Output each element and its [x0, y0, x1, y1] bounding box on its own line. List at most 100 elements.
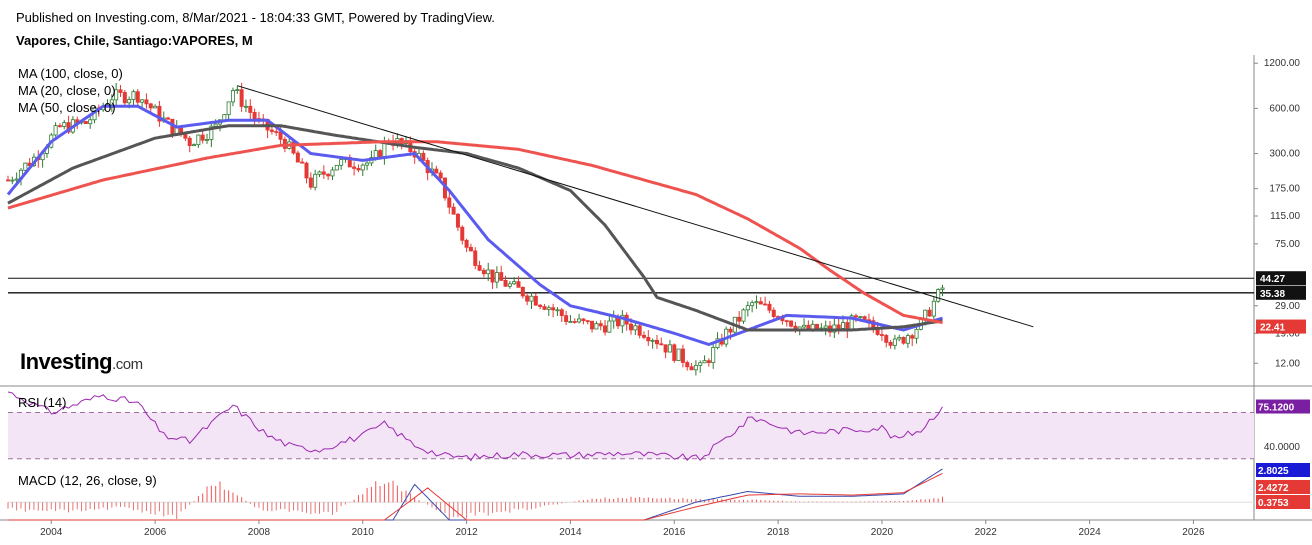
candle-body[interactable] — [464, 239, 469, 248]
candle-body[interactable] — [205, 139, 210, 141]
candle-body[interactable] — [118, 89, 123, 93]
price-pane[interactable] — [6, 82, 1254, 376]
candle-body[interactable] — [295, 152, 300, 163]
candle-body[interactable] — [360, 164, 365, 171]
candle-body[interactable] — [317, 171, 322, 175]
candle-body[interactable] — [663, 344, 668, 353]
candle-body[interactable] — [455, 213, 460, 228]
candle-body[interactable] — [512, 281, 517, 285]
candle-body[interactable] — [373, 150, 378, 158]
candle-body[interactable] — [274, 131, 279, 133]
trend-line[interactable] — [237, 85, 1034, 328]
candle-body[interactable] — [473, 250, 478, 266]
candle-body[interactable] — [654, 339, 659, 345]
candle-body[interactable] — [447, 197, 452, 208]
candle-body[interactable] — [862, 316, 867, 321]
candle-body[interactable] — [516, 281, 521, 288]
candle-body[interactable] — [633, 325, 638, 331]
candle-body[interactable] — [745, 305, 750, 311]
candle-body[interactable] — [927, 309, 932, 317]
candle-body[interactable] — [533, 295, 538, 306]
legend-ma50[interactable]: MA (50, close, 0) — [18, 100, 116, 115]
candle-body[interactable] — [157, 105, 162, 122]
candle-body[interactable] — [209, 125, 214, 140]
candle-body[interactable] — [135, 91, 140, 103]
candle-body[interactable] — [754, 301, 759, 304]
candle-body[interactable] — [196, 134, 201, 146]
candle-body[interactable] — [823, 325, 828, 329]
candle-body[interactable] — [499, 272, 504, 281]
candle-body[interactable] — [763, 303, 768, 306]
candle-body[interactable] — [421, 152, 426, 161]
candle-body[interactable] — [577, 318, 582, 323]
candle-body[interactable] — [771, 309, 776, 317]
candle-body[interactable] — [230, 90, 235, 103]
candle-body[interactable] — [434, 168, 439, 174]
candle-body[interactable] — [910, 335, 915, 339]
candle-body[interactable] — [607, 320, 612, 333]
candle-body[interactable] — [598, 323, 603, 327]
candle-body[interactable] — [892, 338, 897, 346]
ma-line-100[interactable] — [7, 140, 943, 325]
candle-body[interactable] — [689, 366, 694, 371]
candle-body[interactable] — [568, 321, 573, 323]
candle-body[interactable] — [802, 324, 807, 328]
macd-signal-line[interactable] — [8, 472, 943, 521]
candle-body[interactable] — [685, 362, 690, 368]
candle-body[interactable] — [490, 269, 495, 283]
candle-body[interactable] — [507, 283, 512, 287]
candle-body[interactable] — [451, 206, 456, 215]
candle-body[interactable] — [83, 121, 88, 125]
candle-body[interactable] — [750, 302, 755, 307]
candle-body[interactable] — [555, 309, 560, 312]
candle-body[interactable] — [127, 99, 132, 104]
candle-body[interactable] — [936, 289, 941, 302]
candle-body[interactable] — [923, 309, 928, 320]
candle-body[interactable] — [905, 335, 910, 344]
candle-body[interactable] — [897, 336, 902, 340]
candle-body[interactable] — [559, 309, 564, 317]
candle-body[interactable] — [200, 134, 205, 141]
legend-ma20[interactable]: MA (20, close, 0) — [18, 83, 116, 98]
candle-body[interactable] — [321, 171, 326, 175]
candle-body[interactable] — [879, 334, 884, 336]
candle-body[interactable] — [520, 286, 525, 297]
candle-body[interactable] — [572, 321, 577, 323]
candle-body[interactable] — [481, 269, 486, 275]
ma-line-50[interactable] — [7, 124, 943, 332]
candle-body[interactable] — [23, 162, 28, 171]
candle-body[interactable] — [650, 339, 655, 342]
candle-body[interactable] — [711, 347, 716, 363]
candle-body[interactable] — [741, 309, 746, 322]
candle-body[interactable] — [659, 343, 664, 346]
candle-body[interactable] — [542, 306, 547, 310]
candle-body[interactable] — [304, 162, 309, 179]
macd-pane[interactable] — [7, 468, 1254, 521]
candle-body[interactable] — [737, 316, 742, 322]
candle-body[interactable] — [192, 144, 197, 147]
candle-body[interactable] — [836, 324, 841, 329]
candle-body[interactable] — [248, 105, 253, 113]
candle-body[interactable] — [239, 89, 244, 107]
candle-body[interactable] — [629, 323, 634, 331]
candle-body[interactable] — [187, 137, 192, 147]
candle-body[interactable] — [114, 89, 119, 101]
candle-body[interactable] — [706, 360, 711, 363]
candle-body[interactable] — [853, 315, 858, 318]
candle-body[interactable] — [477, 265, 482, 271]
candle-body[interactable] — [300, 161, 305, 164]
candle-body[interactable] — [468, 246, 473, 252]
candle-body[interactable] — [88, 119, 93, 125]
candle-body[interactable] — [494, 272, 499, 283]
candle-body[interactable] — [313, 173, 318, 188]
rsi-pane[interactable] — [7, 391, 1254, 462]
rsi-label[interactable]: RSI (14) — [18, 395, 67, 410]
candle-body[interactable] — [222, 114, 227, 121]
candle-body[interactable] — [646, 336, 651, 342]
candle-body[interactable] — [888, 341, 893, 346]
macd-label[interactable]: MACD (12, 26, close, 9) — [18, 473, 157, 488]
candle-body[interactable] — [62, 122, 67, 127]
candle-body[interactable] — [564, 315, 569, 322]
candle-body[interactable] — [546, 307, 551, 310]
candle-body[interactable] — [594, 323, 599, 330]
